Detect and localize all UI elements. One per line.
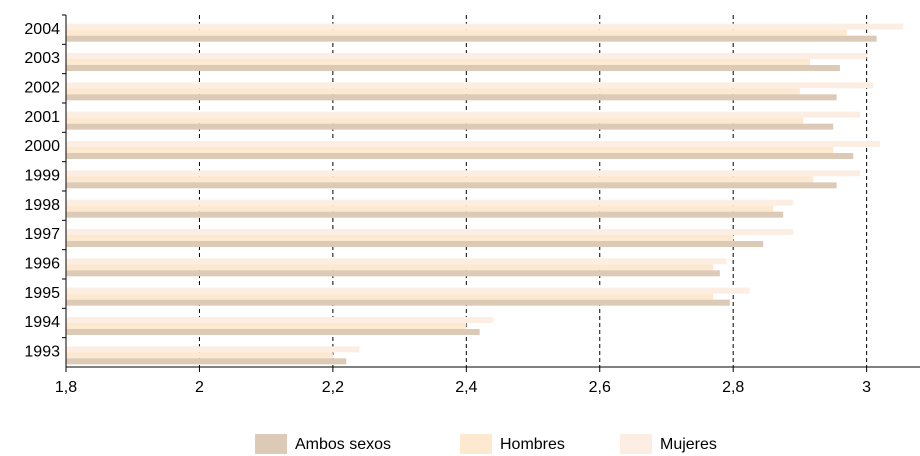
bar: [66, 352, 333, 359]
bar: [66, 53, 867, 59]
x-tick-label: 2,6: [589, 379, 611, 396]
x-tick-label: 3: [862, 379, 871, 396]
bar: [66, 205, 774, 212]
bar: [66, 293, 714, 300]
bar: [66, 111, 860, 118]
x-tick-label: 2,4: [455, 379, 477, 396]
bar: [66, 123, 834, 130]
bar: [66, 182, 837, 189]
x-tick-label: 2: [195, 379, 204, 396]
bar: [66, 258, 727, 265]
y-tick-label: 1998: [24, 197, 60, 214]
bar: [66, 264, 714, 271]
bar: [66, 176, 814, 183]
bar: [66, 23, 904, 30]
bar: [66, 141, 880, 147]
bar: [66, 287, 750, 294]
legend-label: Ambos sexos: [295, 436, 391, 453]
bar: [66, 317, 493, 323]
legend-label: Hombres: [500, 436, 565, 453]
y-tick-label: 1997: [24, 226, 60, 243]
bar: [66, 35, 877, 42]
bar: [66, 323, 467, 329]
bar: [66, 170, 860, 177]
bar: [66, 229, 794, 235]
bar: [66, 358, 347, 365]
y-tick-label: 1999: [24, 168, 60, 185]
bar: [66, 299, 730, 306]
bar: [66, 29, 847, 36]
bar: [66, 117, 804, 124]
y-tick-label: 2003: [24, 50, 60, 67]
x-tick-label: 1,8: [55, 379, 77, 396]
legend-swatch: [255, 434, 287, 454]
y-tick-label: 2001: [24, 109, 60, 126]
y-tick-label: 2004: [24, 21, 60, 38]
bar: [66, 153, 854, 159]
legend-label: Mujeres: [660, 436, 717, 453]
y-tick-label: 1993: [24, 344, 60, 361]
bar: [66, 270, 720, 277]
bar: [66, 82, 874, 89]
x-tick-label: 2,8: [722, 379, 744, 396]
bar: [66, 235, 734, 241]
x-tick-label: 2,2: [322, 379, 344, 396]
bar: [66, 94, 837, 101]
y-tick-label: 1994: [24, 314, 60, 331]
bar: [66, 211, 784, 218]
y-tick-label: 1995: [24, 285, 60, 302]
bar: [66, 147, 834, 153]
y-tick-label: 2002: [24, 80, 60, 97]
bar: [66, 329, 480, 335]
y-tick-label: 1996: [24, 256, 60, 273]
bar: [66, 65, 840, 71]
bar: [66, 199, 794, 206]
legend-swatch: [460, 434, 492, 454]
y-tick-label: 2000: [24, 138, 60, 155]
bar: [66, 346, 360, 353]
legend-swatch: [620, 434, 652, 454]
bar: [66, 241, 764, 247]
bar: [66, 88, 800, 95]
bar: [66, 59, 810, 65]
